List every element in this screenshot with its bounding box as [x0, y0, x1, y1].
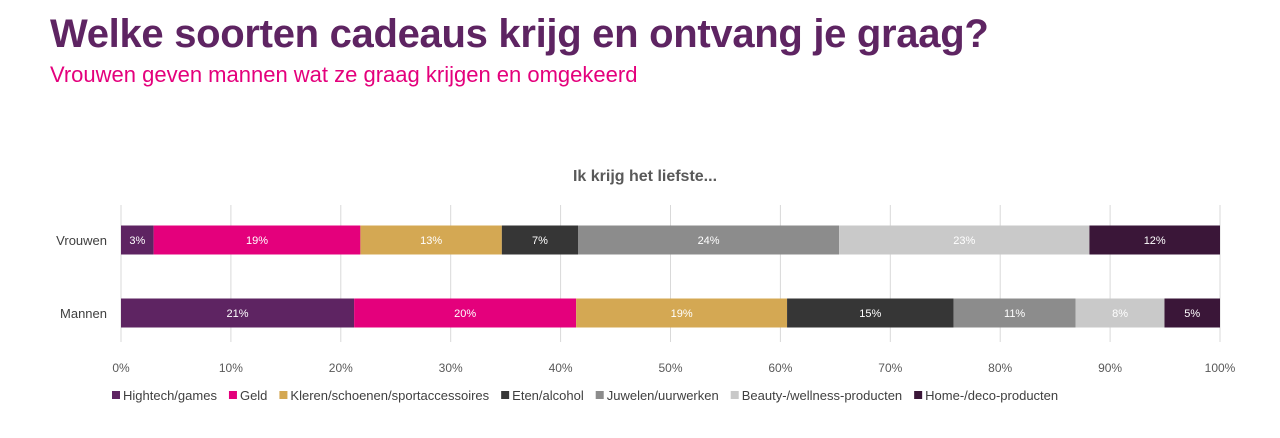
bar-segment [1075, 298, 1165, 328]
data-label: 20% [454, 308, 476, 320]
page-title: Welke soorten cadeaus krijg en ontvang j… [50, 12, 989, 56]
bar-segment [121, 298, 355, 328]
legend-label: Beauty-/wellness-producten [742, 388, 902, 403]
x-tick-label: 30% [439, 361, 463, 375]
bar-segment [1089, 225, 1220, 255]
x-tick-label: 20% [329, 361, 353, 375]
category-label: Mannen [60, 306, 107, 321]
category-label: Vrouwen [56, 233, 107, 248]
legend-swatch [279, 391, 288, 399]
bar-segment [578, 225, 840, 255]
legend-swatch [730, 391, 739, 399]
data-label: 19% [671, 308, 693, 320]
data-label: 3% [129, 235, 145, 247]
data-label: 21% [227, 308, 249, 320]
chart-title: Ik krijg het liefste... [573, 168, 717, 185]
bar-segment [1164, 298, 1220, 328]
x-tick-label: 70% [878, 361, 902, 375]
x-tick-label: 80% [988, 361, 1012, 375]
data-label: 23% [953, 235, 975, 247]
legend-label: Geld [240, 388, 267, 403]
bar-segment [360, 225, 502, 255]
legend-swatch [228, 391, 237, 399]
bar-segment [354, 298, 577, 328]
bar-segment [501, 225, 579, 255]
data-label: 15% [859, 308, 881, 320]
data-label: 5% [1184, 308, 1200, 320]
data-label: 12% [1144, 235, 1166, 247]
bar-segment [953, 298, 1076, 328]
x-tick-label: 60% [768, 361, 792, 375]
legend-swatch [501, 391, 510, 399]
bar-segment [787, 298, 954, 328]
data-label: 19% [246, 235, 268, 247]
legend-label: Hightech/games [123, 388, 217, 403]
legend-swatch [112, 391, 120, 399]
x-tick-label: 40% [549, 361, 573, 375]
bar-segment [121, 225, 154, 255]
bar-segment [576, 298, 788, 328]
data-label: 13% [420, 235, 442, 247]
data-label: 11% [1004, 308, 1025, 320]
page-subtitle: Vrouwen geven mannen wat ze graag krijge… [50, 62, 638, 87]
legend-label: Eten/alcohol [512, 388, 584, 403]
legend-swatch [914, 391, 923, 399]
data-label: 7% [532, 235, 548, 247]
legend-swatch [595, 391, 604, 399]
bar-segment [839, 225, 1090, 255]
data-label: 24% [698, 235, 720, 247]
x-tick-label: 90% [1098, 361, 1122, 375]
legend-label: Juwelen/uurwerken [607, 388, 719, 403]
x-tick-label: 0% [112, 361, 130, 375]
legend-label: Home-/deco-producten [925, 388, 1058, 403]
x-tick-label: 10% [219, 361, 243, 375]
bar-segment [153, 225, 361, 255]
legend-label: Kleren/schoenen/sportaccessoires [290, 388, 489, 403]
x-tick-label: 50% [658, 361, 682, 375]
x-tick-label: 100% [1205, 361, 1236, 375]
data-label: 8% [1112, 308, 1128, 320]
